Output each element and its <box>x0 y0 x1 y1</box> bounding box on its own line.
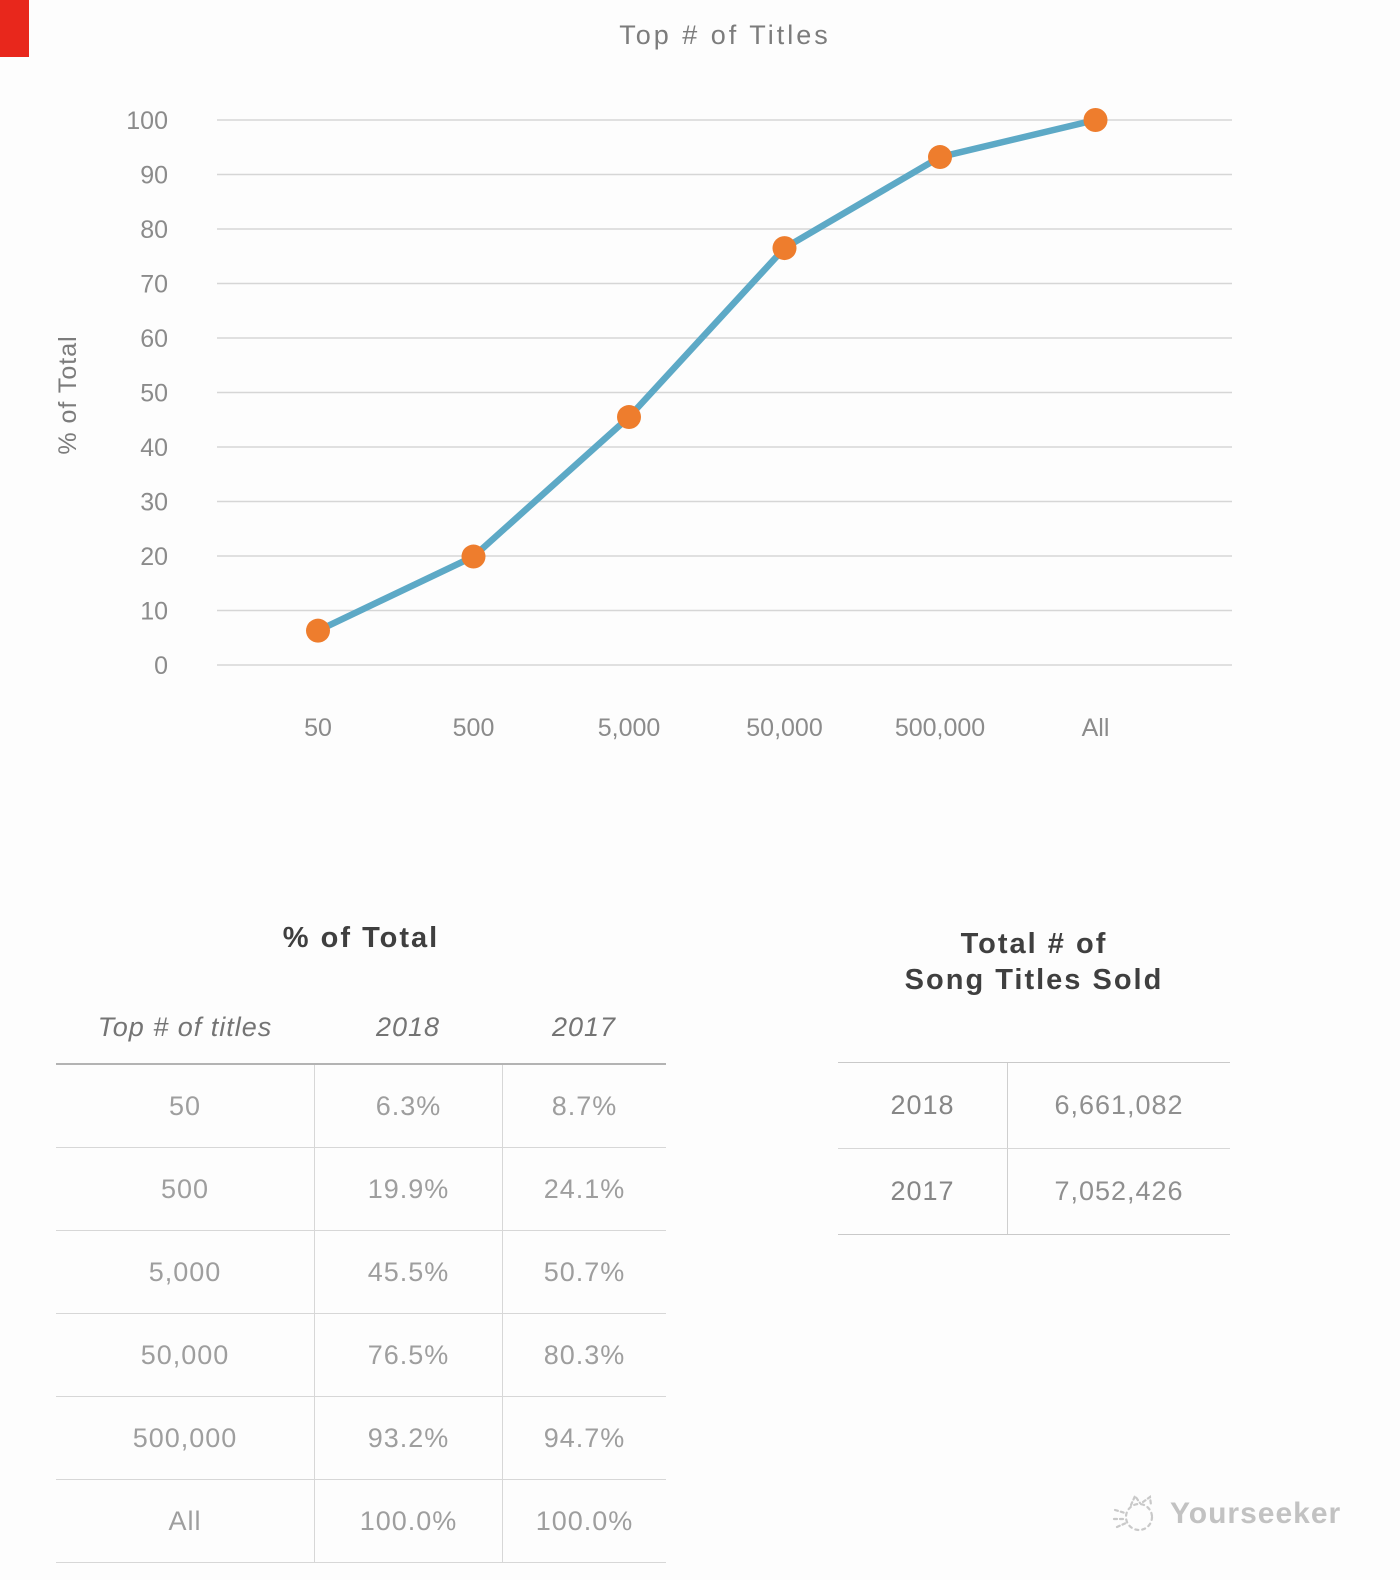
y-tick-label: 0 <box>154 652 168 680</box>
x-tick-label: 500 <box>453 714 495 742</box>
cell-titles: 50 <box>168 1090 202 1121</box>
cell-titles: 50,000 <box>140 1339 230 1370</box>
y-tick-label: 100 <box>126 107 168 135</box>
totals-title-line2: Song Titles Sold <box>904 964 1164 996</box>
table-row: 50 6.3% 8.7% <box>56 1065 666 1148</box>
table-row: 2018 6,661,082 <box>838 1063 1230 1149</box>
table-row: 500 19.9% 24.1% <box>56 1148 666 1231</box>
cell-2017: 8.7% <box>502 1065 666 1147</box>
red-corner-mark <box>0 0 29 57</box>
cell-total: 6,661,082 <box>1007 1063 1230 1148</box>
x-tick-label: 5,000 <box>598 714 661 742</box>
cell-2018: 6.3% <box>314 1065 502 1147</box>
yourseeker-logo-icon <box>1112 1493 1154 1532</box>
percent-table-title: % of Total <box>282 922 440 954</box>
cell-total: 7,052,426 <box>1007 1149 1230 1234</box>
x-tick-label: 50,000 <box>746 714 822 742</box>
table-row: 500,000 93.2% 94.7% <box>56 1397 666 1480</box>
cell-2018: 93.2% <box>314 1397 502 1479</box>
totals-table-title: Total # of Song Titles Sold <box>838 926 1230 998</box>
x-tick-label: All <box>1082 714 1110 742</box>
totals-table-body: 2018 6,661,082 2017 7,052,426 <box>838 1062 1230 1235</box>
cell-2017: 80.3% <box>502 1314 666 1396</box>
table-row: 50,000 76.5% 80.3% <box>56 1314 666 1397</box>
column-header-top-titles: Top # of titles <box>97 1011 273 1042</box>
y-tick-label: 30 <box>140 489 168 517</box>
cell-2017: 50.7% <box>502 1231 666 1313</box>
cell-2017: 100.0% <box>502 1480 666 1562</box>
cell-2018: 45.5% <box>314 1231 502 1313</box>
cell-year: 2017 <box>890 1176 955 1206</box>
percent-of-total-table: % of Total Top # of titles 2018 2017 50 … <box>56 918 666 1563</box>
yourseeker-watermark: Yourseeker <box>1112 1492 1341 1536</box>
cell-titles: 500 <box>160 1173 210 1204</box>
percent-table-header-row: Top # of titles 2018 2017 <box>56 1006 666 1063</box>
cell-titles: All <box>168 1505 202 1536</box>
data-point-marker <box>772 236 797 261</box>
data-point-marker <box>928 145 952 170</box>
y-tick-label: 10 <box>140 598 168 626</box>
line-series-2018 <box>314 116 1099 634</box>
cell-2018: 100.0% <box>314 1480 502 1562</box>
y-tick-label: 70 <box>140 271 168 299</box>
cell-year: 2018 <box>890 1090 955 1120</box>
cell-2018: 76.5% <box>314 1314 502 1396</box>
cell-2017: 24.1% <box>502 1148 666 1230</box>
y-tick-label: 20 <box>140 543 168 571</box>
data-point-marker <box>1083 108 1108 132</box>
cell-2017: 94.7% <box>502 1397 666 1479</box>
table-row: All 100.0% 100.0% <box>56 1480 666 1563</box>
total-song-titles-table: Total # of Song Titles Sold 2018 6,661,0… <box>838 926 1230 1235</box>
data-point-marker <box>461 544 486 569</box>
x-tick-label: 50 <box>304 714 332 742</box>
data-point-marker <box>306 618 330 643</box>
cell-titles: 5,000 <box>148 1256 222 1287</box>
line-chart: Top # of Titles % of Total 0 10 20 30 40 50 60… <box>54 20 1232 742</box>
column-header-2017: 2017 <box>551 1011 617 1042</box>
y-tick-label: 80 <box>140 216 168 244</box>
totals-title-line1: Total # of <box>960 928 1108 960</box>
percent-table-body: 50 6.3% 8.7% 500 19.9% 24.1% 5,000 45.5%… <box>56 1063 666 1563</box>
y-axis-title: % of Total <box>54 335 82 454</box>
data-point-marker <box>617 405 641 430</box>
y-tick-label: 50 <box>140 380 168 408</box>
chart-title: Top # of Titles <box>619 20 831 50</box>
cell-titles: 500,000 <box>132 1422 238 1453</box>
table-row: 5,000 45.5% 50.7% <box>56 1231 666 1314</box>
watermark-label: Yourseeker <box>1170 1497 1342 1530</box>
y-tick-label: 60 <box>140 325 168 353</box>
x-tick-label: 500,000 <box>895 714 985 742</box>
y-tick-label: 90 <box>140 162 168 190</box>
column-header-2018: 2018 <box>375 1011 441 1042</box>
y-tick-label: 40 <box>140 434 168 462</box>
table-row: 2017 7,052,426 <box>838 1149 1230 1234</box>
cell-2018: 19.9% <box>314 1148 502 1230</box>
